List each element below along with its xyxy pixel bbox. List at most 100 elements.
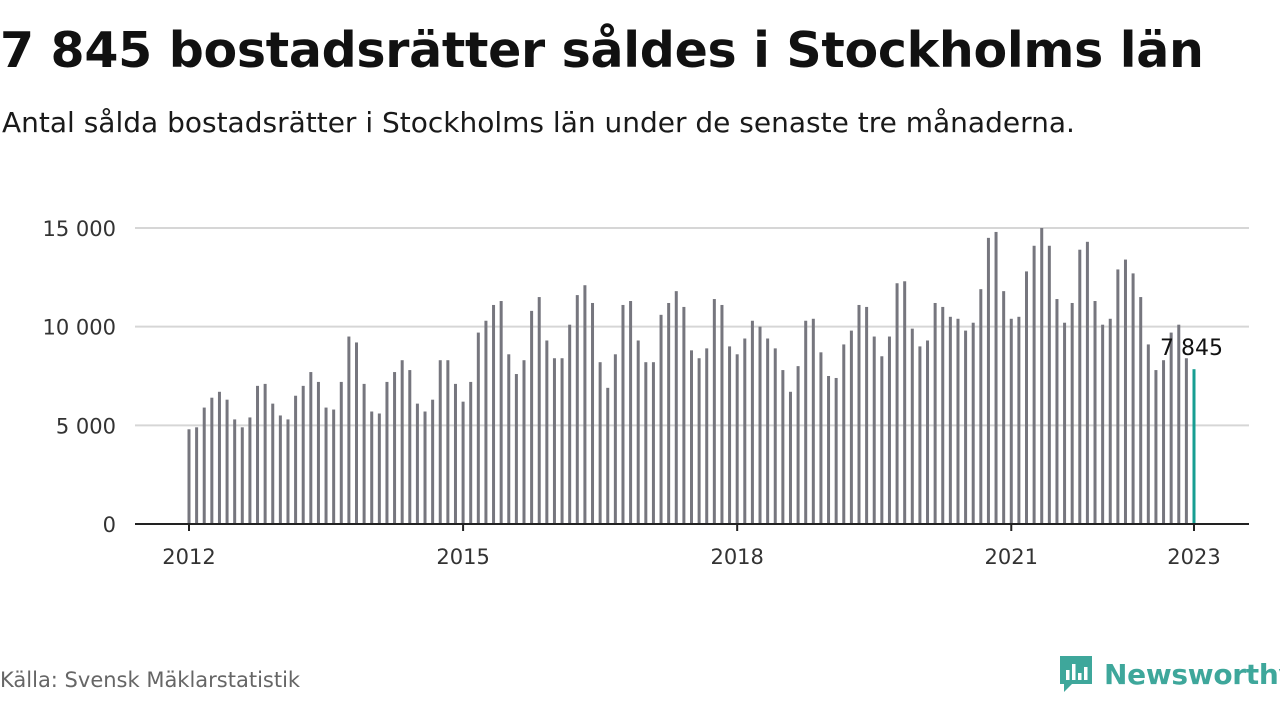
bar bbox=[606, 387, 610, 524]
bar bbox=[674, 291, 678, 524]
bar bbox=[309, 372, 313, 524]
bar bbox=[423, 411, 427, 524]
bar bbox=[1093, 301, 1097, 524]
bar bbox=[659, 314, 663, 524]
bar-chart-speech-bubble-icon bbox=[1060, 656, 1092, 692]
x-tick-label: 2023 bbox=[1167, 545, 1220, 569]
annotations: 7 845 bbox=[1160, 336, 1223, 361]
chart-subtitle: Antal sålda bostadsrätter i Stockholms l… bbox=[2, 106, 1075, 139]
bar bbox=[415, 403, 419, 524]
bar bbox=[355, 342, 358, 524]
bar bbox=[469, 381, 473, 524]
bar bbox=[971, 322, 975, 524]
brand-logo: Newsworthy bbox=[1058, 652, 1280, 696]
bar bbox=[986, 237, 990, 524]
bar bbox=[1063, 322, 1067, 524]
bar bbox=[233, 419, 237, 524]
x-tick-label: 2018 bbox=[710, 545, 763, 569]
bar bbox=[766, 338, 770, 524]
bar bbox=[332, 409, 336, 524]
bar bbox=[347, 336, 351, 524]
bar bbox=[393, 372, 397, 524]
y-tick-label: 15 000 bbox=[43, 217, 116, 241]
bar bbox=[728, 346, 732, 524]
bar bbox=[362, 383, 366, 524]
bar bbox=[926, 340, 930, 524]
x-tick-label: 2015 bbox=[436, 545, 489, 569]
bar bbox=[788, 391, 792, 524]
x-tick-label: 2021 bbox=[985, 545, 1038, 569]
bar bbox=[735, 354, 739, 524]
bar bbox=[408, 370, 412, 524]
bar bbox=[629, 301, 633, 524]
bar bbox=[545, 340, 549, 524]
bar bbox=[994, 231, 998, 525]
bar bbox=[796, 366, 800, 524]
bar bbox=[1108, 318, 1112, 524]
bar bbox=[446, 360, 450, 524]
last-value-label: 7 845 bbox=[1160, 336, 1223, 361]
source-note: Källa: Svensk Mäklarstatistik bbox=[0, 668, 301, 692]
bar bbox=[461, 401, 465, 524]
bar bbox=[1009, 318, 1013, 524]
bar bbox=[598, 362, 602, 524]
bar bbox=[522, 360, 526, 524]
bar bbox=[339, 381, 343, 524]
bar bbox=[651, 362, 655, 524]
bar bbox=[370, 411, 374, 524]
bar bbox=[1032, 245, 1036, 524]
bar bbox=[644, 362, 648, 524]
bar bbox=[1101, 324, 1105, 524]
bar bbox=[1040, 228, 1044, 524]
bar bbox=[1162, 360, 1166, 524]
bar bbox=[187, 429, 191, 524]
bar bbox=[530, 310, 534, 524]
y-tick-label: 10 000 bbox=[43, 316, 116, 340]
bar bbox=[484, 320, 488, 524]
highlight-bar bbox=[1192, 369, 1196, 524]
bar bbox=[560, 358, 564, 524]
bar bbox=[256, 385, 260, 524]
bar bbox=[263, 383, 267, 524]
bar bbox=[438, 360, 442, 524]
bar bbox=[720, 304, 724, 524]
bar bbox=[400, 360, 404, 524]
bar bbox=[880, 356, 884, 524]
bar bbox=[217, 391, 221, 524]
bar bbox=[1017, 316, 1021, 524]
bar bbox=[492, 304, 496, 524]
bar bbox=[903, 281, 907, 524]
bar bbox=[278, 415, 282, 524]
bar bbox=[591, 302, 595, 524]
bar bbox=[225, 399, 229, 524]
bar bbox=[240, 427, 244, 524]
bar bbox=[811, 318, 815, 524]
bar bbox=[636, 340, 640, 524]
bar bbox=[804, 320, 808, 524]
bar bbox=[1002, 291, 1006, 524]
bar bbox=[210, 397, 214, 524]
bar bbox=[697, 358, 701, 524]
bar bbox=[499, 301, 503, 524]
bar bbox=[1131, 273, 1135, 524]
chart-title: 7 845 bostadsrätter såldes i Stockholms … bbox=[0, 22, 1204, 79]
bar bbox=[583, 285, 587, 524]
bar bbox=[956, 318, 960, 524]
bar bbox=[1146, 344, 1150, 524]
bar bbox=[842, 344, 846, 524]
bar bbox=[872, 336, 876, 524]
bar bbox=[1169, 332, 1173, 524]
bar bbox=[1123, 259, 1127, 524]
bar bbox=[887, 336, 891, 524]
bar bbox=[1078, 249, 1082, 524]
bar bbox=[1085, 241, 1089, 524]
bar bbox=[667, 302, 671, 524]
bar bbox=[316, 381, 320, 524]
bar bbox=[1116, 269, 1120, 524]
brand-name: Newsworthy bbox=[1104, 657, 1280, 691]
bar bbox=[552, 358, 556, 524]
bar bbox=[1055, 299, 1059, 524]
bar bbox=[453, 383, 457, 524]
bars bbox=[187, 228, 1196, 525]
bar bbox=[195, 427, 199, 524]
